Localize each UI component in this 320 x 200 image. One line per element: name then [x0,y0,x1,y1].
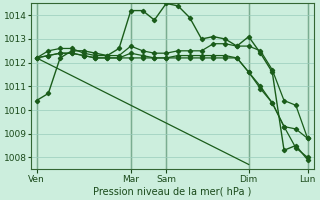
X-axis label: Pression niveau de la mer( hPa ): Pression niveau de la mer( hPa ) [93,187,251,197]
